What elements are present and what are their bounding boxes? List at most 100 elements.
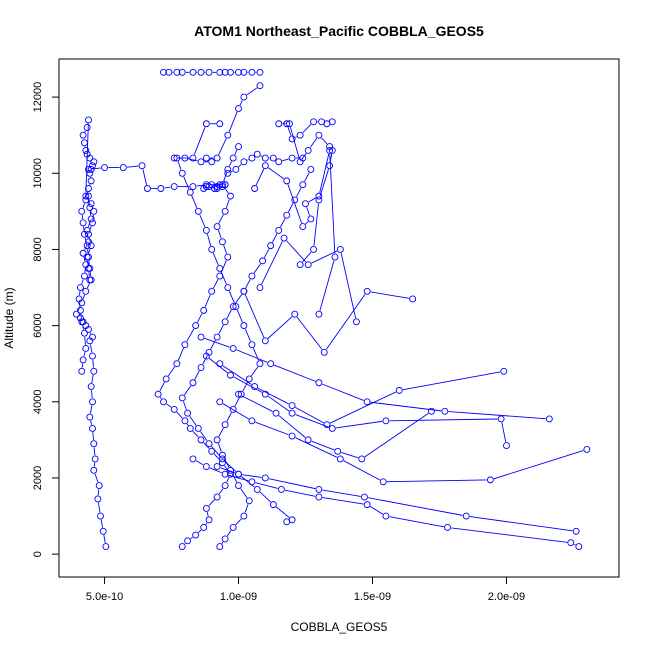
- data-point: [441, 407, 449, 415]
- data-point: [275, 158, 283, 166]
- data-point: [216, 68, 224, 76]
- data-point: [326, 143, 334, 151]
- data-point: [213, 333, 221, 341]
- y-tick-label: 6000: [32, 313, 44, 337]
- data-point: [189, 154, 197, 162]
- data-point: [194, 425, 202, 432]
- series-line-segment: [329, 154, 336, 254]
- data-point: [202, 226, 210, 234]
- data-point: [283, 177, 291, 185]
- series-line-segment: [295, 406, 324, 424]
- data-point: [202, 120, 210, 128]
- series-line-segment: [322, 383, 364, 401]
- series-line-segment: [82, 203, 85, 209]
- data-point: [160, 68, 167, 76]
- data-point: [218, 459, 226, 467]
- data-point: [87, 166, 95, 173]
- data-point: [500, 367, 508, 375]
- data-point: [334, 447, 342, 455]
- series-line-segment: [234, 294, 243, 304]
- data-point: [86, 413, 94, 421]
- series-line-segment: [226, 412, 232, 422]
- data-point: [256, 360, 264, 368]
- series-line-segment: [228, 111, 238, 132]
- data-point: [256, 68, 264, 76]
- data-point: [253, 150, 261, 158]
- data-point: [323, 421, 331, 429]
- series-1: [75, 192, 95, 375]
- data-point: [567, 539, 575, 547]
- series-line-segment: [82, 325, 85, 330]
- series-line-segment: [92, 359, 94, 368]
- series-line-segment: [194, 370, 200, 380]
- series-line-segment: [196, 313, 203, 323]
- series-21: [224, 150, 307, 177]
- data-point: [248, 478, 256, 486]
- series-line-segment: [226, 477, 230, 483]
- data-point: [189, 455, 197, 463]
- series-line-segment: [81, 279, 84, 285]
- data-point: [277, 485, 285, 493]
- data-point: [224, 131, 232, 139]
- data-point: [213, 493, 221, 501]
- data-point: [296, 131, 304, 139]
- series-line-segment: [222, 365, 252, 385]
- data-point: [173, 360, 181, 368]
- series-line-segment: [206, 233, 212, 247]
- series-10: [197, 333, 553, 423]
- data-point: [261, 154, 269, 162]
- series-line-segment: [218, 427, 224, 437]
- data-point: [213, 223, 221, 231]
- series-20: [170, 82, 264, 166]
- data-point: [173, 68, 181, 76]
- data-point: [81, 139, 88, 147]
- data-point: [216, 120, 224, 128]
- data-point: [202, 183, 210, 191]
- series-line-segment: [228, 161, 232, 167]
- data-point: [82, 146, 90, 154]
- series-line-segment: [86, 191, 89, 197]
- series-line-segment: [296, 187, 302, 197]
- series-line-segment: [301, 153, 307, 160]
- data-point: [251, 185, 259, 192]
- data-point: [119, 164, 127, 172]
- data-point: [208, 287, 216, 295]
- series-line-segment: [451, 527, 568, 543]
- data-point: [221, 482, 229, 490]
- series-line-segment: [311, 440, 335, 451]
- series-line-segment: [501, 422, 507, 443]
- series-line-segment: [218, 138, 227, 155]
- data-point: [87, 383, 95, 391]
- series-line-segment: [176, 411, 183, 419]
- series-line-segment: [196, 184, 203, 187]
- data-point: [310, 118, 317, 126]
- data-point: [83, 226, 91, 234]
- series-line-segment: [217, 443, 222, 452]
- data-point: [409, 295, 417, 303]
- data-point: [235, 390, 242, 398]
- data-point: [315, 485, 323, 493]
- series-9: [216, 398, 591, 486]
- data-point: [248, 272, 256, 280]
- data-point: [91, 455, 99, 463]
- data-point: [248, 154, 256, 162]
- data-point: [89, 219, 96, 227]
- data-point: [363, 501, 371, 509]
- series-line-segment: [191, 195, 198, 209]
- series-line-segment: [493, 450, 584, 480]
- series-line-segment: [204, 337, 230, 348]
- data-point: [87, 215, 95, 223]
- series-line-segment: [282, 158, 289, 162]
- data-point: [186, 425, 194, 432]
- series-line-segment: [364, 413, 429, 458]
- series-line-segment: [235, 518, 242, 526]
- series-line-segment: [159, 396, 162, 400]
- series-14: [240, 287, 417, 356]
- data-point: [261, 390, 269, 398]
- data-point: [90, 367, 98, 375]
- data-point: [170, 183, 178, 191]
- data-point: [358, 455, 366, 463]
- data-point: [216, 360, 224, 368]
- data-point: [235, 143, 242, 151]
- data-point: [90, 207, 98, 215]
